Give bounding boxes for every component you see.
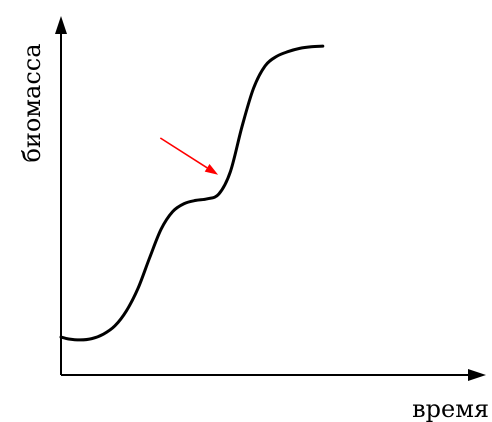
x-axis-label: время xyxy=(412,395,489,422)
biomass-series-line xyxy=(59,44,325,342)
annotation-arrow-line xyxy=(159,137,208,169)
y-axis-arrowhead xyxy=(55,16,67,34)
annotation-arrowhead xyxy=(204,164,219,175)
x-axis-arrowhead xyxy=(468,369,486,381)
annotation-layer xyxy=(159,137,219,175)
y-axis xyxy=(55,16,67,375)
x-axis xyxy=(61,369,486,381)
y-axis-label: биомасса xyxy=(18,43,46,162)
